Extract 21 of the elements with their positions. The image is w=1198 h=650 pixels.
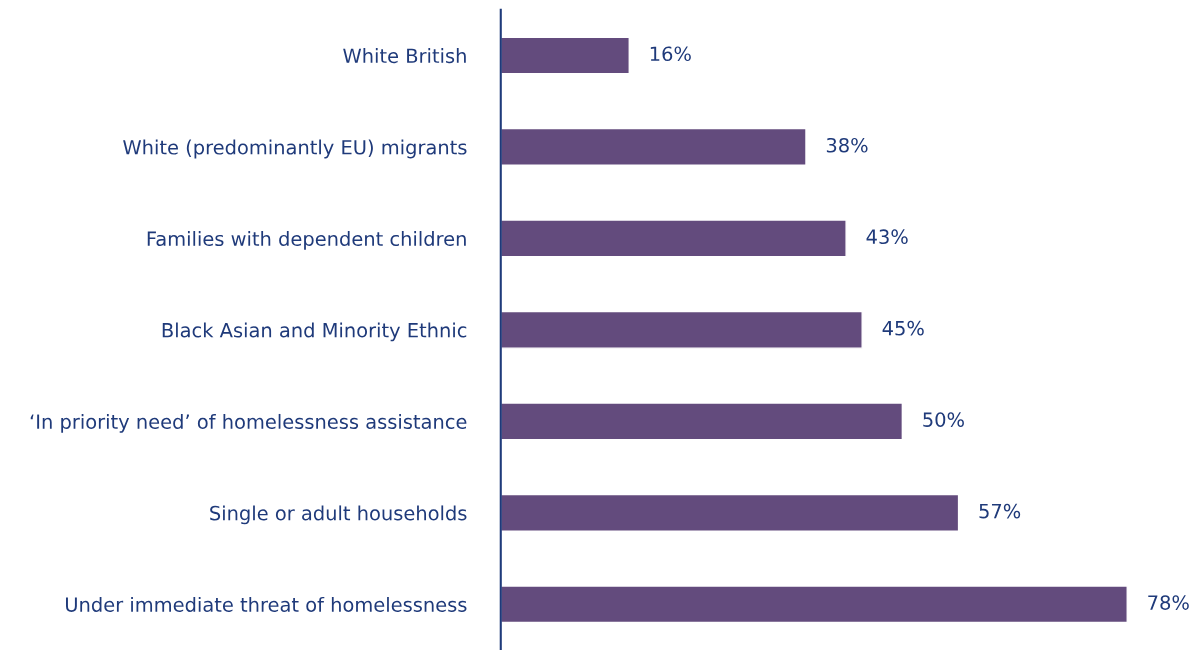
y-tick-label: ‘In priority need’ of homelessness assistance bbox=[30, 413, 467, 433]
data-label: 78% bbox=[1148, 595, 1189, 610]
bar bbox=[500, 493, 960, 532]
bar bbox=[500, 402, 904, 441]
data-label: 45% bbox=[882, 320, 924, 336]
data-label: 16% bbox=[650, 46, 691, 62]
y-tick-label: Under immediate threat of homelessness bbox=[66, 596, 467, 612]
bar bbox=[500, 585, 1128, 624]
bar bbox=[500, 219, 847, 258]
y-tick-label: Families with dependent children bbox=[147, 231, 466, 250]
y-tick-label: White British bbox=[343, 48, 466, 64]
data-label: 43% bbox=[866, 229, 908, 245]
y-tick-label: Black Asian and Minority Ethnic bbox=[162, 322, 467, 342]
bar bbox=[500, 127, 807, 166]
bar bbox=[500, 36, 630, 75]
y-tick-label: White (predominantly EU) migrants bbox=[123, 139, 467, 159]
data-label: 50% bbox=[923, 412, 964, 427]
data-label: 38% bbox=[826, 137, 868, 153]
y-tick-label: Single or adult households bbox=[210, 505, 467, 525]
data-label: 57% bbox=[979, 503, 1021, 519]
bar bbox=[500, 310, 863, 349]
